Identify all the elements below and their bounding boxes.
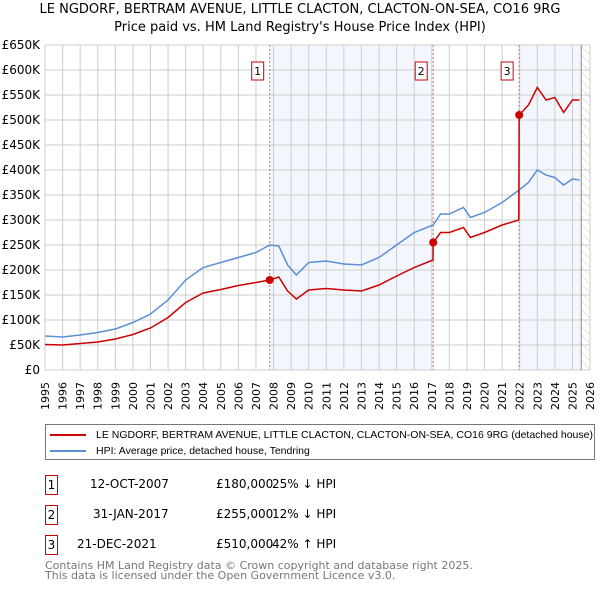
- y-tick-label: £150K: [2, 288, 42, 302]
- footer-line: This data is licensed under the Open Gov…: [45, 569, 396, 582]
- y-tick-label: £100K: [2, 313, 42, 327]
- legend-swatch-property: [50, 434, 86, 436]
- x-tick-label: 2009: [285, 382, 298, 410]
- y-tick-label: £200K: [2, 263, 42, 277]
- x-tick-label: 2022: [514, 382, 527, 410]
- sale-label-box: [500, 61, 514, 81]
- x-tick-label: 2019: [461, 382, 474, 410]
- y-tick-label: £450K: [2, 138, 42, 152]
- chart-subtitle: Price paid vs. HM Land Registry's House …: [114, 20, 486, 35]
- sale-point: [265, 276, 274, 284]
- y-tick-label: £650K: [2, 38, 42, 52]
- sale-label: 2: [418, 65, 425, 78]
- x-tick-label: 2025: [566, 382, 579, 410]
- sale-label-box: [251, 61, 265, 81]
- x-tick-label: 2012: [338, 382, 351, 410]
- y-tick-label: £600K: [2, 63, 42, 77]
- sale-date: 12-OCT-2007: [90, 477, 169, 491]
- sale-date: 31-JAN-2017: [93, 507, 169, 521]
- sale-marker: 1: [45, 475, 58, 495]
- legend: LE NGDORF, BERTRAM AVENUE, LITTLE CLACTO…: [45, 424, 595, 460]
- y-tick-label: £550K: [2, 88, 42, 102]
- x-tick-label: 2026: [584, 382, 597, 410]
- x-tick-label: 2001: [144, 382, 157, 410]
- sale-price: £180,000: [216, 477, 274, 491]
- x-tick-label: 1995: [39, 382, 52, 410]
- y-tick-label: £300K: [2, 213, 42, 227]
- legend-label-property: LE NGDORF, BERTRAM AVENUE, LITTLE CLACTO…: [96, 429, 593, 441]
- x-tick-label: 2007: [250, 382, 263, 410]
- footer-line: Contains HM Land Registry data © Crown c…: [45, 559, 473, 572]
- sale-row: 2 31-JAN-2017 £255,000 12% ↓ HPI: [45, 505, 545, 525]
- x-tick-label: 2004: [197, 382, 210, 410]
- x-tick-label: 1998: [92, 382, 105, 410]
- shaded-period: [269, 45, 434, 370]
- legend-swatch-hpi: [50, 450, 86, 452]
- x-tick-label: 2016: [408, 382, 421, 410]
- sale-hpi: 25% ↓ HPI: [272, 477, 337, 491]
- sale-marker: 2: [45, 505, 58, 525]
- sale-hpi: 42% ↑ HPI: [272, 537, 337, 551]
- y-tick-label: £500K: [2, 113, 42, 127]
- sale-date: 21-DEC-2021: [77, 537, 157, 551]
- sale-label: 1: [254, 65, 261, 78]
- sale-price: £510,000: [216, 537, 274, 551]
- sale-hpi: 12% ↓ HPI: [272, 507, 337, 521]
- x-tick-label: 2010: [303, 382, 316, 410]
- chart-title: LE NGDORF, BERTRAM AVENUE, LITTLE CLACTO…: [39, 2, 561, 17]
- legend-label-hpi: HPI: Average price, detached house, Tend…: [96, 445, 310, 457]
- price-chart: 1995 1996 1997 1998 1999 2000 2001 2002 2003 2004…: [2, 38, 597, 410]
- sale-point: [429, 238, 438, 247]
- sale-marker: 3: [45, 535, 58, 555]
- shaded-period: [519, 45, 582, 370]
- x-tick-label: 2005: [215, 382, 228, 410]
- x-tick-label: 1997: [74, 382, 87, 410]
- x-tick-label: 2014: [373, 382, 386, 410]
- x-tick-label: 2015: [391, 382, 404, 410]
- x-tick-label: 2000: [127, 382, 140, 410]
- x-tick-label: 2024: [549, 382, 562, 410]
- forecast-hatch: [581, 45, 590, 370]
- sale-price: £255,000: [216, 507, 274, 521]
- x-tick-label: 2011: [320, 382, 333, 410]
- hpi-line: [44, 169, 580, 338]
- x-tick-label: 1996: [57, 382, 70, 410]
- sale-point: [515, 111, 524, 119]
- y-tick-label: £50K: [9, 338, 41, 352]
- sale-label: 3: [504, 65, 511, 78]
- x-tick-label: 2006: [232, 382, 245, 410]
- sale-row: 3 21-DEC-2021 £510,000 42% ↑ HPI: [45, 535, 545, 555]
- x-tick-label: 2023: [531, 382, 544, 410]
- sale-row: 1 12-OCT-2007 £180,000 25% ↓ HPI: [45, 475, 545, 495]
- y-tick-label: £250K: [2, 238, 42, 252]
- x-tick-label: 2008: [268, 382, 281, 410]
- x-tick-label: 2013: [355, 382, 368, 410]
- property-line: [44, 86, 580, 346]
- x-tick-label: 2002: [162, 382, 175, 410]
- x-tick-label: 2018: [443, 382, 456, 410]
- x-tick-label: 2003: [180, 382, 193, 410]
- y-tick-label: £350K: [2, 188, 42, 202]
- x-tick-label: 2020: [479, 382, 492, 410]
- x-tick-label: 1999: [109, 382, 122, 410]
- footer: Contains HM Land Registry data © Crown c…: [45, 559, 473, 582]
- x-tick-label: 2021: [496, 382, 509, 410]
- y-tick-label: £400K: [2, 163, 42, 177]
- sale-label-box: [414, 61, 428, 81]
- x-tick-label: 2017: [426, 382, 439, 410]
- y-tick-label: £0: [25, 363, 40, 377]
